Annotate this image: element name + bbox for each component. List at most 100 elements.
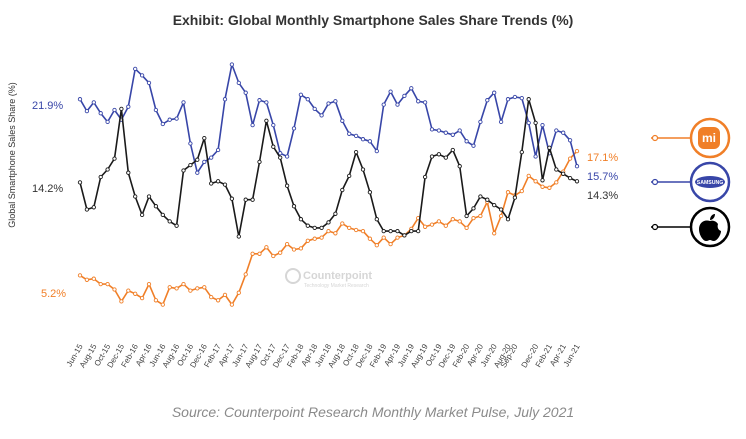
source-note: Source: Counterpoint Research Monthly Ma… (171, 404, 575, 420)
apple-data-point (429, 154, 435, 159)
apple-data-point (160, 212, 165, 218)
xiaomi-data-point (533, 179, 538, 184)
apple-data-point (98, 174, 103, 180)
apple-data-point (395, 228, 400, 234)
samsung-data-point (402, 93, 407, 99)
apple-data-point (257, 159, 262, 165)
xiaomi-data-point (471, 215, 476, 221)
apple-data-point (367, 190, 373, 195)
samsung-data-point (492, 90, 497, 95)
samsung-data-point (229, 62, 235, 67)
watermark-icon (285, 268, 301, 284)
apple-data-point (485, 197, 490, 202)
samsung-data-point (340, 118, 345, 123)
samsung-data-point (91, 100, 96, 105)
apple-data-point (119, 106, 124, 112)
apple-data-point (188, 162, 193, 168)
apple-data-point (222, 182, 228, 187)
xiaomi-data-point (215, 298, 221, 303)
xiaomi-data-point (505, 190, 511, 195)
xiaomi-data-point (160, 302, 165, 307)
xiaomi-data-point (257, 251, 262, 256)
apple-data-point (271, 144, 276, 149)
xiaomi-data-point (291, 247, 297, 252)
apple-data-point (112, 156, 117, 161)
samsung-data-point (353, 133, 359, 139)
samsung-data-point (305, 97, 310, 102)
apple-data-point (540, 178, 545, 183)
samsung-data-point (250, 122, 255, 128)
samsung-data-point (567, 138, 573, 143)
apple-data-point (236, 234, 241, 239)
apple-data-point (478, 194, 483, 199)
samsung-data-point (278, 151, 283, 156)
samsung-data-point (291, 126, 297, 131)
apple-data-point (229, 196, 235, 201)
apple-data-point (91, 205, 96, 210)
samsung-data-point (326, 101, 331, 106)
samsung-data-point (416, 99, 421, 104)
samsung-data-point (195, 170, 200, 175)
apple-data-point (554, 167, 559, 172)
xiaomi-data-point (381, 235, 386, 240)
xiaomi-data-point (519, 188, 524, 194)
xiaomi-data-point (443, 223, 448, 228)
apple-data-point (77, 180, 83, 185)
xiaomi-data-point (374, 243, 379, 248)
xiaomi-data-point (312, 236, 317, 241)
xiaomi-data-point (146, 281, 152, 287)
apple-data-point (436, 152, 442, 157)
samsung-data-point (215, 147, 221, 153)
apple-data-point (181, 168, 186, 173)
xiaomi-logo-tile (698, 127, 720, 149)
samsung-data-point (181, 100, 186, 105)
samsung-data-point (533, 154, 538, 159)
xiaomi-data-point (429, 222, 435, 227)
apple-data-point (381, 228, 386, 234)
xiaomi-data-point (547, 185, 552, 190)
xiaomi-data-point (105, 281, 110, 287)
value-annotations: 21.9% 14.2% 5.2% 17.1% 15.7% 14.3% (32, 100, 618, 300)
apple-data-point (561, 171, 566, 176)
apple-logo-leaf (710, 214, 715, 220)
xiaomi-data-point (360, 228, 366, 234)
samsung-data-point (167, 117, 172, 122)
apple-data-point (298, 217, 304, 222)
apple-data-point (402, 233, 407, 238)
samsung-data-point (360, 137, 366, 142)
apple-data-point (340, 187, 345, 193)
apple-data-point (547, 145, 552, 150)
xiaomi-data-point (340, 221, 345, 226)
xiaomi-data-point (450, 217, 455, 222)
xiaomi-data-point (139, 295, 145, 301)
apple-data-point (264, 118, 269, 123)
samsung-data-point (236, 80, 241, 86)
apple-data-point (312, 225, 317, 231)
samsung-data-point (574, 164, 580, 169)
apple-data-point (512, 195, 518, 200)
samsung-data-point (367, 139, 373, 144)
apple-data-point (567, 175, 573, 181)
xiaomi-data-point (422, 224, 428, 229)
samsung-data-point (257, 98, 262, 103)
xiaomi-data-point (326, 228, 331, 234)
apple-data-point (202, 135, 207, 141)
apple-data-point (195, 157, 200, 162)
samsung-data-point (84, 108, 90, 114)
apple-logo-body (699, 220, 721, 241)
xiaomi-data-point (153, 298, 159, 303)
xiaomi-data-point (209, 294, 214, 300)
xiaomi-data-point (333, 231, 338, 236)
xiaomi-data-point (574, 148, 580, 154)
samsung-data-point (436, 128, 442, 133)
apple-data-point (284, 183, 290, 188)
apple-data-point (133, 194, 138, 199)
samsung-data-point (443, 130, 448, 135)
xiaomi-data-point (353, 227, 359, 233)
apple-data-point (319, 225, 324, 231)
apple-data-point (291, 204, 297, 209)
apple-data-point (574, 179, 580, 184)
samsung-data-point (112, 107, 117, 113)
samsung-data-point (271, 122, 276, 128)
